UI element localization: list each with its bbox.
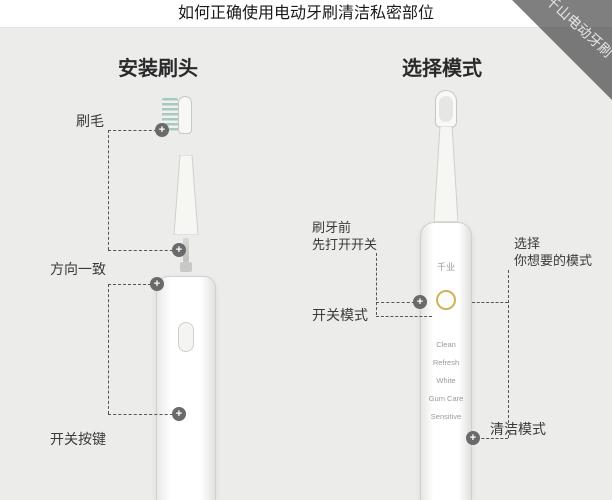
callout-r-v1 [376, 253, 377, 315]
handle-left [156, 276, 216, 500]
label-choose: 选择 你想要的模式 [514, 236, 592, 270]
label-before: 刷牙前 先打开开关 [312, 220, 377, 254]
callout-line-powerkey [108, 414, 178, 415]
plus-icon: + [150, 277, 164, 291]
callout-line-align-bot [108, 284, 156, 285]
plus-icon: + [172, 243, 186, 257]
mode-item: Clean [420, 336, 472, 354]
heading-install: 安装刷头 [118, 52, 198, 81]
mode-item: White [420, 372, 472, 390]
mode-item: Refresh [420, 354, 472, 372]
mode-item: Sensitive [420, 408, 472, 426]
label-bristle: 刷毛 [76, 112, 104, 130]
callout-line-bristle-v [108, 130, 109, 250]
plus-icon: + [466, 431, 480, 445]
mode-item: Gum Care [420, 390, 472, 408]
tb-neck [434, 126, 458, 222]
toothbrush-full: 千业 Clean Refresh White Gum Care Sensitiv… [420, 90, 472, 500]
brush-head-detached [168, 96, 202, 156]
callout-line-v-left [108, 284, 109, 414]
callout-r-v2 [508, 270, 509, 438]
label-align: 方向一致 [50, 260, 106, 278]
plus-icon: + [172, 407, 186, 421]
brush-tip [180, 262, 192, 272]
plus-icon: + [155, 123, 169, 137]
callout-line-align-top [108, 250, 178, 251]
brush-neck [166, 155, 206, 235]
callout-r-h3 [472, 302, 508, 303]
callout-r-h2 [376, 316, 432, 317]
power-button-icon [436, 290, 456, 310]
tb-brand-text: 千业 [420, 260, 472, 273]
callout-line-bristle-h [108, 130, 162, 131]
page-title: 如何正确使用电动牙刷清洁私密部位 [0, 0, 612, 28]
tb-mode-list: Clean Refresh White Gum Care Sensitive [420, 336, 472, 426]
label-power-key: 开关按键 [50, 430, 106, 448]
heading-mode: 选择模式 [402, 52, 482, 81]
plus-icon: + [413, 295, 427, 309]
label-switch-mode: 开关模式 [312, 306, 368, 324]
handle-left-button [178, 322, 194, 352]
label-clean-mode: 清洁模式 [490, 420, 546, 438]
